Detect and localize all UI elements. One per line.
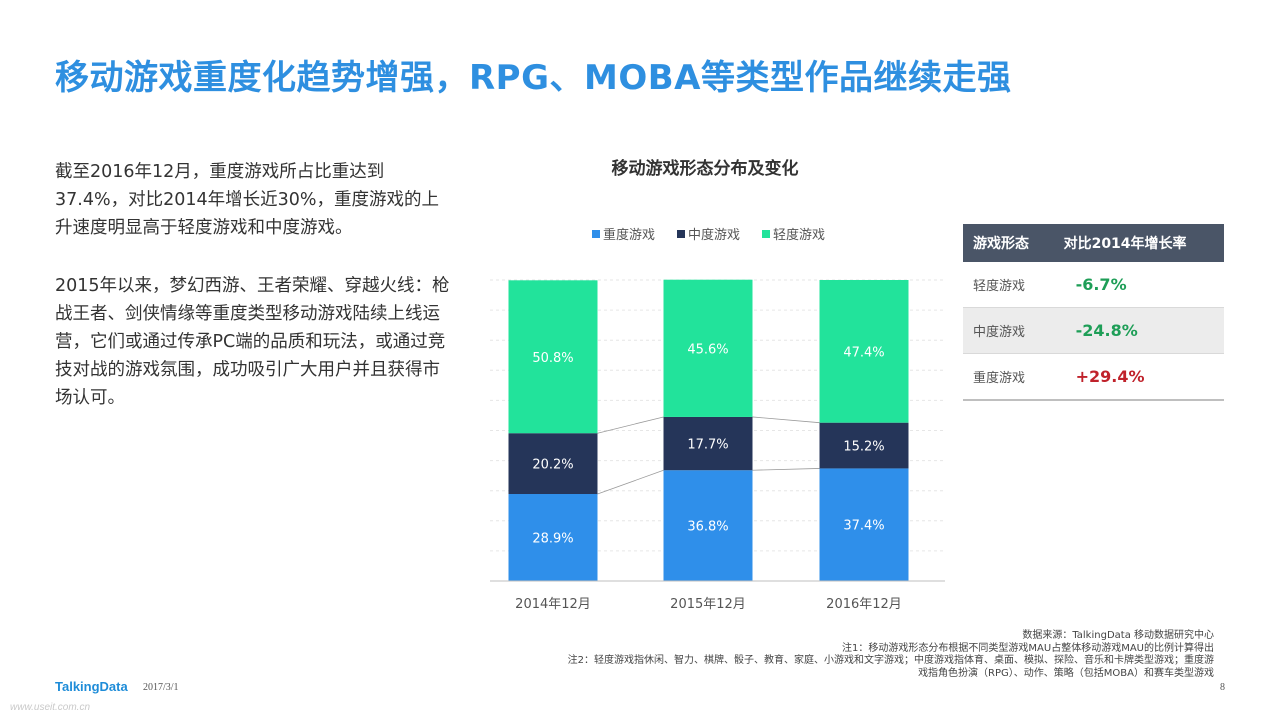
- table-cell-type: 中度游戏: [963, 307, 1054, 354]
- note-2-line-1: 注2：轻度游戏指休闲、智力、棋牌、骰子、教育、家庭、小游戏和文字游戏；中度游戏指…: [567, 655, 1214, 666]
- data-label: 36.8%: [687, 520, 728, 535]
- growth-table: 游戏形态 对比2014年增长率 轻度游戏 -6.7% 中度游戏 -24.8% 重…: [963, 224, 1224, 401]
- data-label: 28.9%: [532, 532, 573, 547]
- x-tick-label: 2015年12月: [670, 597, 746, 612]
- table-row: 轻度游戏 -6.7%: [963, 262, 1224, 308]
- bar-segment: [508, 433, 598, 495]
- bar-segment: [663, 279, 753, 417]
- bar-segment: [819, 468, 909, 581]
- data-label: 45.6%: [687, 342, 728, 357]
- table-header-type: 游戏形态: [963, 224, 1054, 262]
- connector-line: [752, 468, 820, 471]
- legend-swatch: [592, 230, 600, 238]
- connector-line: [597, 469, 664, 495]
- report-date: 2017/3/1: [143, 682, 179, 693]
- data-label: 37.4%: [843, 519, 884, 534]
- x-tick-label: 2016年12月: [826, 597, 902, 612]
- bar-segment: [663, 470, 753, 581]
- legend-label: 轻度游戏: [773, 227, 825, 243]
- chart-title: 移动游戏形态分布及变化: [612, 158, 799, 179]
- page-number: 8: [1220, 682, 1225, 693]
- data-label: 15.2%: [843, 440, 884, 455]
- detail-paragraph: 2015年以来，梦幻西游、王者荣耀、穿越火线：枪战王者、剑侠情缘等重度类型移动游…: [55, 276, 450, 408]
- x-tick-label: 2014年12月: [515, 597, 591, 612]
- legend-swatch: [762, 230, 770, 238]
- note-1: 注1：移动游戏形态分布根据不同类型游戏MAU占整体移动游戏MAU的比例计算得出: [842, 642, 1214, 654]
- stacked-bar-chart: 移动游戏形态分布及变化重度游戏 中度游戏 轻度游戏 28.9% 36.8% 37.4% 20…: [470, 148, 960, 628]
- table-row: 重度游戏 +29.4%: [963, 353, 1224, 401]
- note-2-line-2: 戏指角色扮演（RPG）、动作、策略（包括MOBA）和赛车类型游戏: [918, 667, 1214, 679]
- table-cell-type: 重度游戏: [963, 353, 1054, 401]
- legend-label: 中度游戏: [688, 227, 740, 243]
- bar-segment: [663, 416, 753, 471]
- table-header-growth: 对比2014年增长率: [1053, 224, 1224, 262]
- bar-segment: [819, 280, 909, 423]
- table-header-row: 游戏形态 对比2014年增长率: [963, 224, 1224, 262]
- table-cell-growth: -24.8%: [1053, 307, 1224, 354]
- summary-paragraph: 截至2016年12月，重度游戏所占比重达到37.4%，对比2014年增长近30%…: [55, 162, 440, 238]
- table-cell-growth: -6.7%: [1053, 262, 1224, 308]
- table-cell-growth: +29.4%: [1053, 353, 1224, 401]
- data-source-note: 数据来源：TalkingData 移动数据研究中心: [1022, 630, 1214, 641]
- footnotes: 数据来源：TalkingData 移动数据研究中心 注1：移动游戏形态分布根据不…: [454, 630, 1214, 680]
- connector-line: [597, 416, 664, 434]
- bar-segment: [508, 280, 598, 434]
- data-label: 47.4%: [843, 345, 884, 360]
- legend-label: 重度游戏: [603, 227, 655, 243]
- watermark: www.useit.com.cn: [10, 702, 91, 713]
- data-label: 17.7%: [687, 438, 728, 453]
- bar-segment: [819, 422, 909, 469]
- legend-swatch: [677, 230, 685, 238]
- bar-segment: [508, 494, 598, 581]
- table-cell-type: 轻度游戏: [963, 262, 1054, 308]
- data-label: 50.8%: [532, 351, 573, 366]
- data-label: 20.2%: [532, 458, 573, 473]
- connector-line: [752, 416, 820, 424]
- talkingdata-logo: TalkingData: [55, 679, 128, 694]
- page-title: 移动游戏重度化趋势增强，RPG、MOBA等类型作品继续走强: [55, 58, 1012, 98]
- table-row: 中度游戏 -24.8%: [963, 307, 1224, 354]
